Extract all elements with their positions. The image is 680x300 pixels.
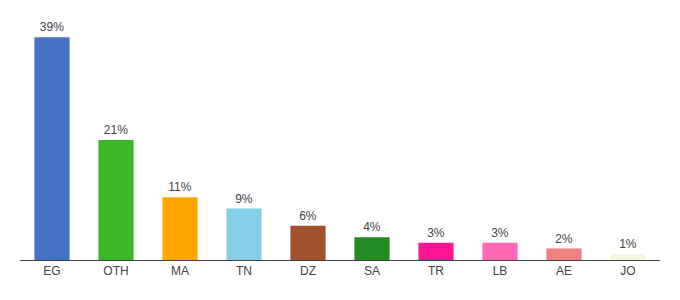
svg-text:LB: LB xyxy=(493,264,508,278)
svg-text:21%: 21% xyxy=(104,123,128,137)
svg-text:3%: 3% xyxy=(491,226,509,240)
svg-text:DZ: DZ xyxy=(300,264,316,278)
svg-text:TN: TN xyxy=(236,264,252,278)
svg-text:3%: 3% xyxy=(427,226,445,240)
svg-text:JO: JO xyxy=(620,264,635,278)
svg-text:2%: 2% xyxy=(555,232,573,246)
svg-text:4%: 4% xyxy=(363,220,381,234)
svg-text:39%: 39% xyxy=(40,20,64,34)
svg-text:9%: 9% xyxy=(235,192,253,206)
svg-text:SA: SA xyxy=(364,264,380,278)
svg-text:EG: EG xyxy=(43,264,60,278)
svg-text:11%: 11% xyxy=(168,180,191,194)
svg-text:6%: 6% xyxy=(299,209,317,223)
svg-text:1%: 1% xyxy=(619,237,637,251)
svg-text:MA: MA xyxy=(171,264,189,278)
svg-text:TR: TR xyxy=(428,264,444,278)
svg-text:OTH: OTH xyxy=(103,264,128,278)
svg-text:AE: AE xyxy=(556,264,572,278)
